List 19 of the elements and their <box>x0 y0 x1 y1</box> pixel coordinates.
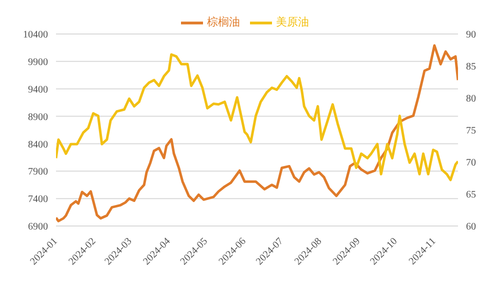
line-series <box>56 53 458 182</box>
y-tick-label: 7400 <box>28 194 48 206</box>
y2-tick-label: 60 <box>466 222 476 233</box>
y2-tick-label: 70 <box>466 158 476 169</box>
y-tick-label: 9900 <box>28 56 48 68</box>
legend-label: 棕榈油 <box>207 16 240 29</box>
y-tick-label: 8400 <box>28 139 48 150</box>
y-tick-label: 6900 <box>28 222 48 233</box>
y-tick-label: 8900 <box>28 112 48 123</box>
y2-tick-label: 75 <box>466 126 476 137</box>
legend-label: 美原油 <box>276 16 309 29</box>
y2-tick-label: 90 <box>466 30 476 41</box>
y-tick-label: 10400 <box>23 30 48 41</box>
y2-tick-label: 65 <box>466 190 476 201</box>
y-tick-label: 7900 <box>28 166 48 178</box>
y2-tick-label: 85 <box>466 62 476 73</box>
y2-tick-label: 80 <box>466 94 476 105</box>
line-series <box>56 44 458 222</box>
y-tick-label: 9400 <box>28 84 48 96</box>
